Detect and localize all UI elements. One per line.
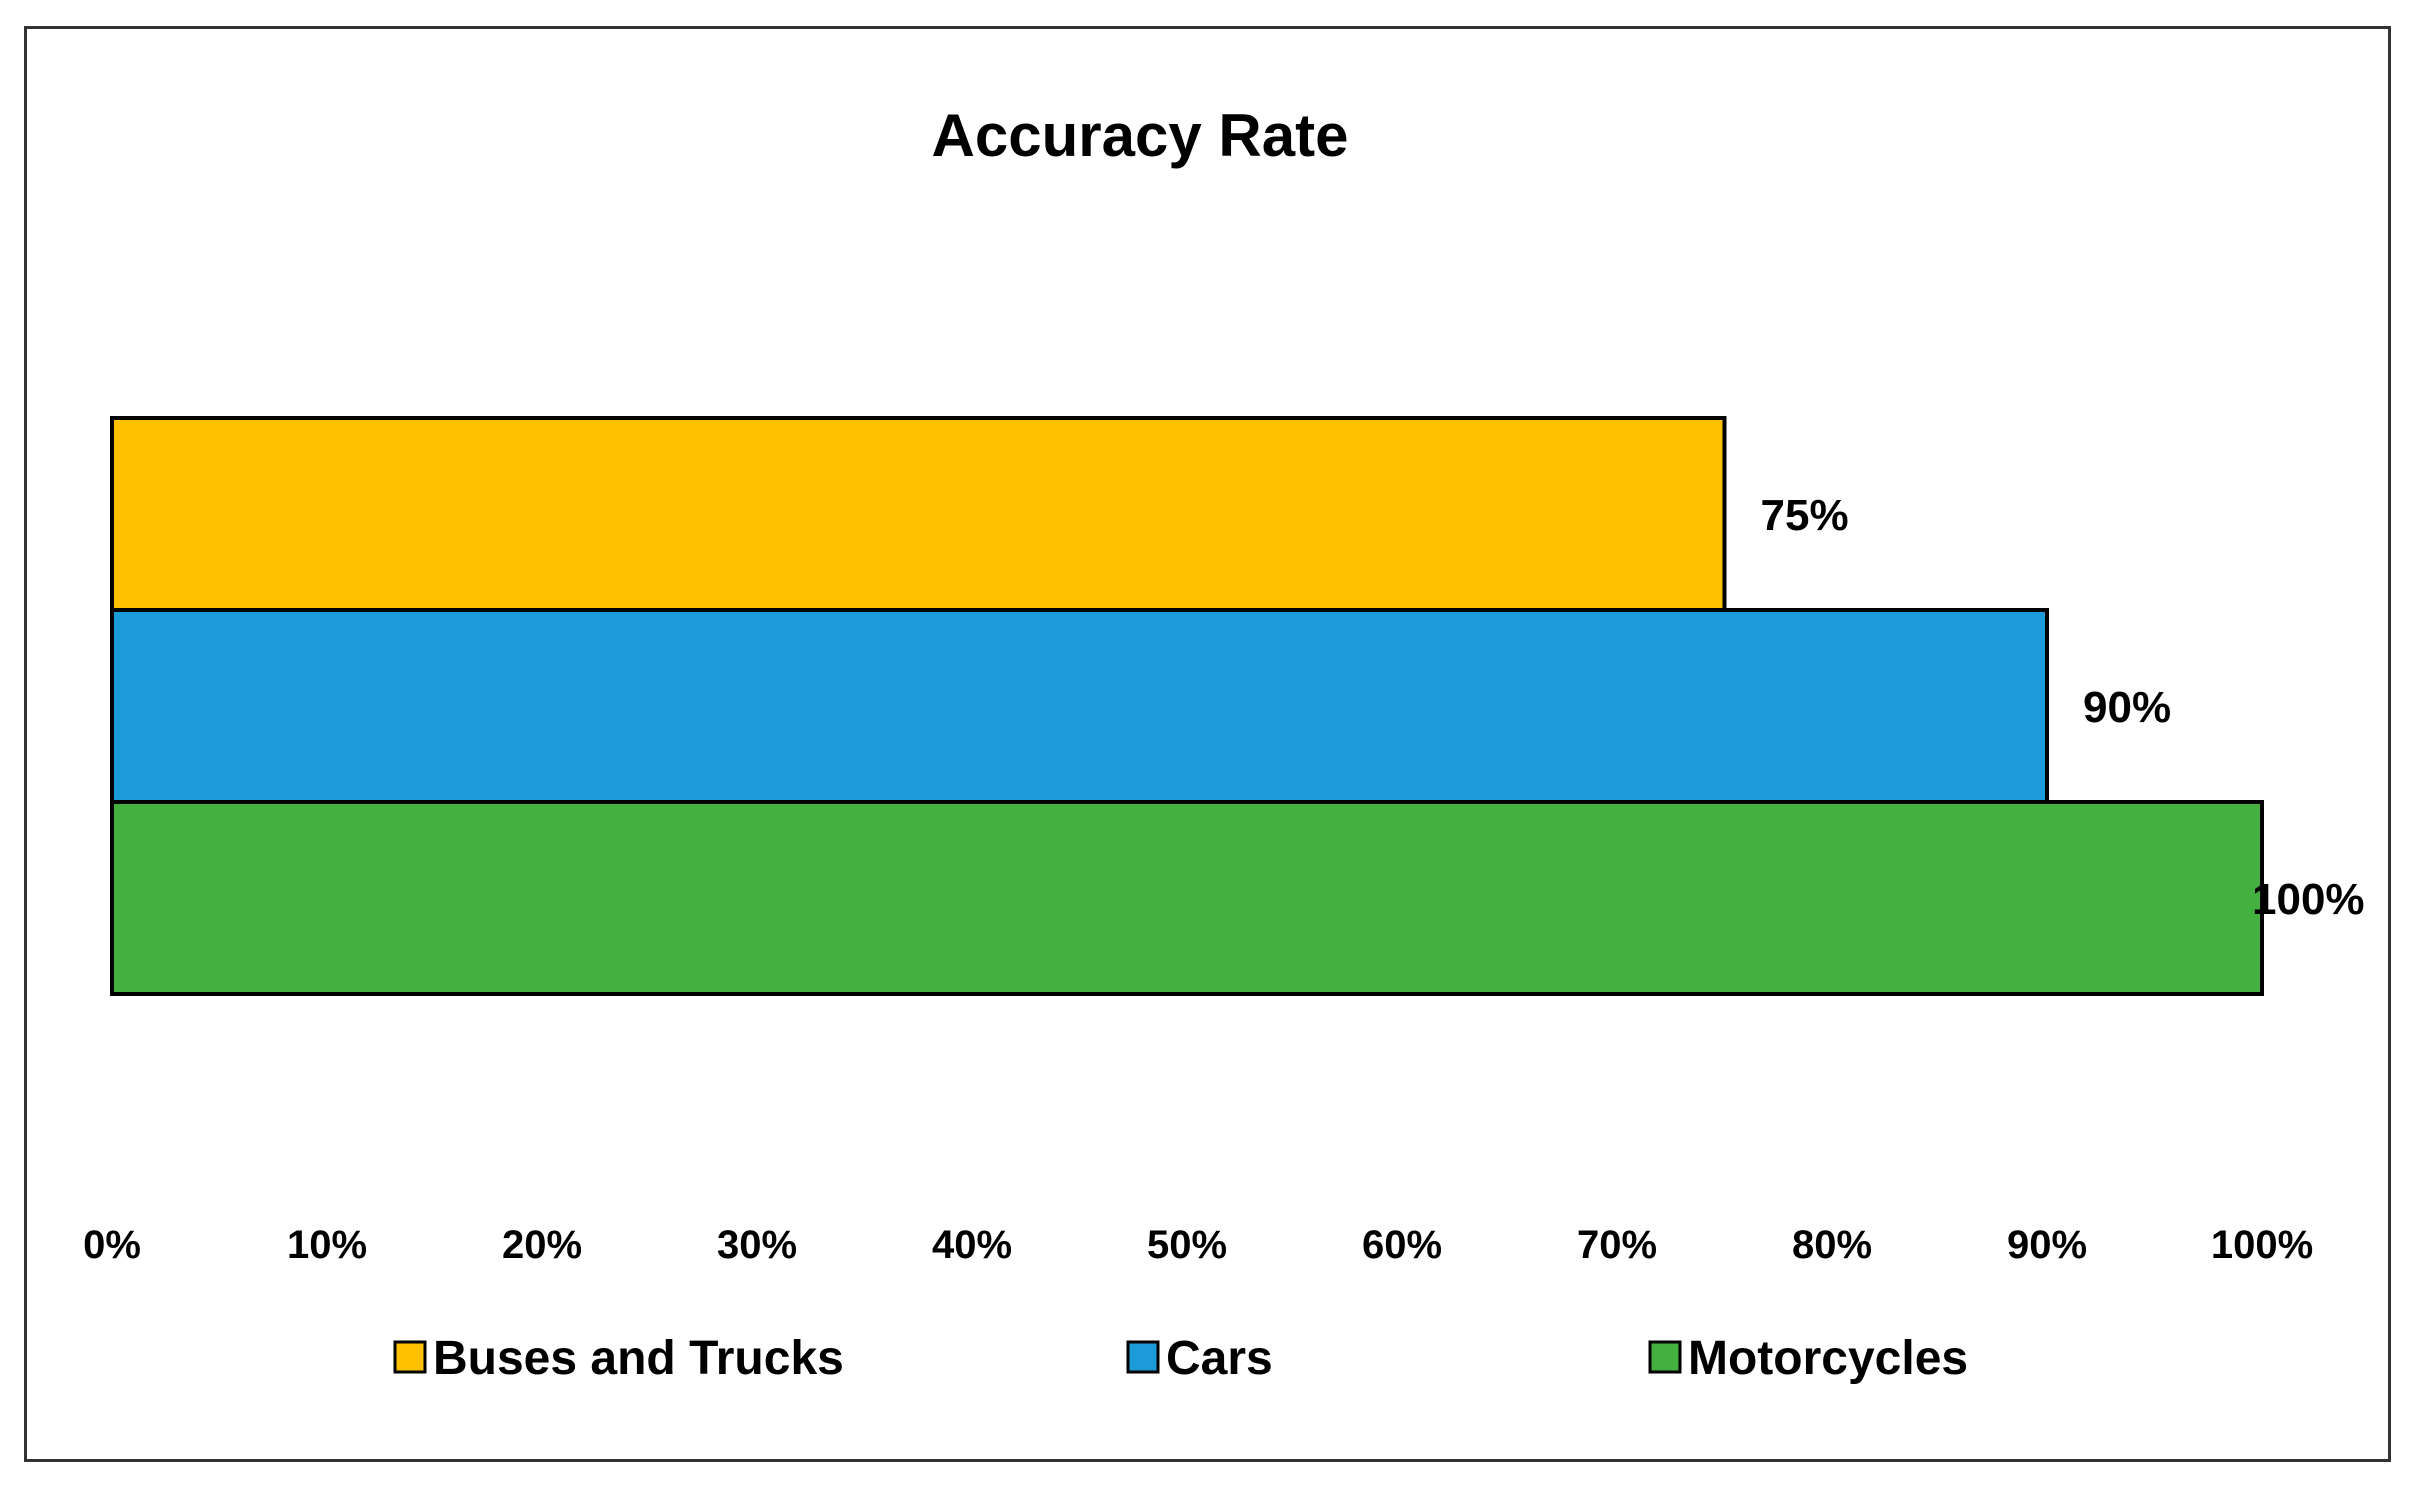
bars-layer (110, 416, 2264, 996)
x-tick-label: 60% (1362, 1223, 1442, 1267)
legend-label: Motorcycles (1688, 1332, 1968, 1385)
bar-buses-and-trucks (110, 416, 1727, 612)
legend-label: Cars (1166, 1332, 1273, 1385)
data-labels-layer: 75% 90% 100% (1761, 491, 2365, 924)
x-tick-label: 100% (2211, 1223, 2313, 1267)
legend: Buses and Trucks Cars Motorcycles (393, 1332, 1968, 1385)
x-tick-label: 50% (1147, 1223, 1227, 1267)
x-tick-label: 0% (83, 1223, 141, 1267)
x-tick-label: 30% (717, 1223, 797, 1267)
x-tick-label: 40% (932, 1223, 1012, 1267)
bar-motorcycles (110, 800, 2264, 996)
data-label: 75% (1761, 491, 1849, 540)
x-tick-label: 70% (1577, 1223, 1657, 1267)
x-tick-label: 90% (2007, 1223, 2087, 1267)
x-tick-label: 80% (1792, 1223, 1872, 1267)
legend-swatch (1126, 1340, 1160, 1374)
legend-swatch (393, 1340, 427, 1374)
legend-label: Buses and Trucks (433, 1332, 844, 1385)
chart-title: Accuracy Rate (932, 102, 1349, 169)
x-tick-label: 10% (287, 1223, 367, 1267)
bar-cars (110, 608, 2049, 804)
x-tick-label: 20% (502, 1223, 582, 1267)
data-label: 90% (2083, 683, 2171, 732)
data-label: 100% (2252, 875, 2365, 924)
x-axis-ticks: 0% 10% 20% 30% 40% 50% 60% 70% 80% 90% 100% (83, 1223, 2313, 1267)
legend-swatch (1648, 1340, 1682, 1374)
